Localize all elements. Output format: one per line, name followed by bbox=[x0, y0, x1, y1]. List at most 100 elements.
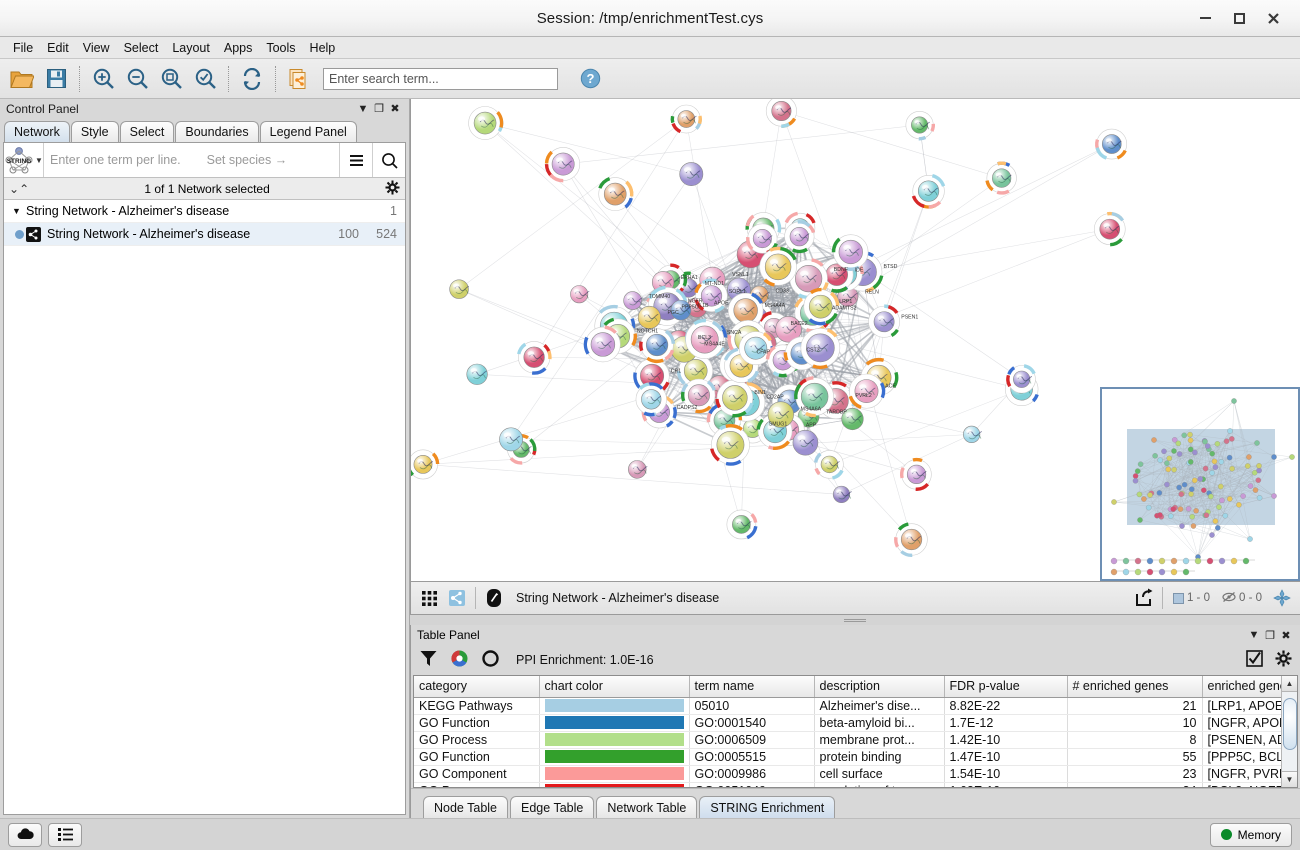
scroll-thumb[interactable] bbox=[1282, 698, 1297, 750]
eye-off-icon bbox=[1222, 591, 1236, 606]
network-thumb-icon[interactable] bbox=[443, 585, 471, 611]
task-list-icon[interactable] bbox=[48, 822, 82, 847]
menu-apps[interactable]: Apps bbox=[223, 40, 253, 55]
menu-view[interactable]: View bbox=[82, 40, 110, 55]
tab-legend-panel[interactable]: Legend Panel bbox=[259, 121, 357, 142]
tab-style[interactable]: Style bbox=[70, 121, 119, 142]
network-tree: ▼ String Network - Alzheimer's disease 1 bbox=[4, 200, 405, 814]
table-row[interactable]: GO Component GO:0009986 cell surface 1.54E-… bbox=[414, 765, 1281, 783]
gear-icon[interactable] bbox=[1275, 650, 1292, 670]
grid-layout-icon[interactable] bbox=[415, 585, 443, 611]
selected-nodes-indicator[interactable]: 1 - 0 bbox=[1167, 592, 1216, 604]
cloud-icon[interactable] bbox=[8, 822, 42, 847]
col-enriched-gene-count[interactable]: # enriched genes bbox=[1067, 676, 1203, 698]
zoom-fit-icon[interactable] bbox=[155, 63, 187, 95]
table-chevron-down-icon[interactable]: ▼ bbox=[1248, 629, 1260, 641]
svg-text:NGFR: NGFR bbox=[688, 298, 703, 304]
network-tree-root-row[interactable]: ▼ String Network - Alzheimer's disease 1 bbox=[4, 200, 405, 223]
enrichment-table-scroll[interactable]: category chart color term name descripti… bbox=[414, 676, 1281, 787]
table-float-icon[interactable]: ❐ bbox=[1265, 629, 1275, 642]
scroll-up-icon[interactable]: ▲ bbox=[1281, 676, 1297, 692]
search-icon[interactable] bbox=[372, 143, 405, 177]
close-panel-icon[interactable]: ✖ bbox=[390, 103, 400, 115]
table-row[interactable]: GO Function GO:0005515 protein binding 1.47… bbox=[414, 748, 1281, 766]
cell-chart-color bbox=[539, 714, 690, 732]
menu-edit[interactable]: Edit bbox=[47, 40, 69, 55]
cell-chart-color bbox=[539, 697, 690, 715]
network-tree-item[interactable]: String Network - Alzheimer's disease 100… bbox=[4, 223, 405, 246]
string-dropdown-caret-icon[interactable]: ▼ bbox=[35, 155, 43, 165]
zoom-selected-icon[interactable] bbox=[189, 63, 221, 95]
expand-all-icon[interactable]: ⌃ bbox=[19, 181, 30, 196]
string-term-input[interactable]: Enter one term per line. Set species → bbox=[44, 143, 339, 177]
table-bottom-tabs: Node Table Edge Table Network Table STRI… bbox=[411, 788, 1300, 818]
col-chart-color[interactable]: chart color bbox=[539, 676, 690, 698]
memory-label: Memory bbox=[1237, 827, 1281, 842]
panel-splitter[interactable] bbox=[410, 615, 1300, 625]
tab-edge-table[interactable]: Edge Table bbox=[510, 796, 595, 818]
cell-category: GO Process bbox=[414, 731, 540, 749]
table-row[interactable]: GO Process GO:0006509 membrane prot... 1.42… bbox=[414, 731, 1281, 749]
svg-text:ACE: ACE bbox=[885, 384, 896, 390]
search-input[interactable]: Enter search term... bbox=[323, 67, 558, 90]
table-close-icon[interactable]: ✖ bbox=[1281, 629, 1291, 642]
window-controls bbox=[1188, 4, 1300, 32]
save-icon[interactable] bbox=[40, 63, 72, 95]
tab-boundaries[interactable]: Boundaries bbox=[175, 121, 259, 142]
refresh-icon[interactable] bbox=[236, 63, 268, 95]
svg-text:BCL3: BCL3 bbox=[698, 335, 711, 341]
menu-file[interactable]: File bbox=[13, 40, 34, 55]
col-term-name[interactable]: term name bbox=[689, 676, 815, 698]
birds-eye-overview[interactable] bbox=[1100, 387, 1300, 581]
zoom-out-icon[interactable] bbox=[121, 63, 153, 95]
menu-layout[interactable]: Layout bbox=[172, 40, 210, 55]
col-category[interactable]: category bbox=[414, 676, 540, 698]
zoom-in-icon[interactable] bbox=[87, 63, 119, 95]
help-icon[interactable]: ? bbox=[574, 63, 606, 95]
col-enriched-genes[interactable]: enriched genes bbox=[1202, 676, 1281, 698]
table-row[interactable]: KEGG Pathways 05010 Alzheimer's dise... 8.8… bbox=[414, 697, 1281, 715]
maximize-button[interactable] bbox=[1222, 4, 1256, 32]
network-settings-gear-icon[interactable] bbox=[385, 180, 400, 198]
filter-icon[interactable] bbox=[419, 649, 438, 671]
cell-fdr: 1.42E-10 bbox=[944, 731, 1068, 749]
close-button[interactable] bbox=[1256, 4, 1290, 32]
hidden-nodes-indicator[interactable]: 0 - 0 bbox=[1216, 591, 1268, 606]
chevron-down-icon[interactable]: ▼ bbox=[357, 102, 369, 115]
center-network-icon[interactable] bbox=[1268, 585, 1296, 611]
export-view-icon[interactable] bbox=[1130, 585, 1158, 611]
scroll-track[interactable] bbox=[1281, 692, 1297, 771]
tab-select[interactable]: Select bbox=[119, 121, 175, 142]
hamburger-icon[interactable] bbox=[339, 143, 372, 177]
collapse-all-icon[interactable]: ⌄ bbox=[9, 181, 20, 196]
tab-network[interactable]: Network bbox=[4, 121, 70, 142]
edit-network-name-icon[interactable] bbox=[480, 585, 508, 611]
cell-chart-color bbox=[539, 765, 690, 783]
menu-select[interactable]: Select bbox=[123, 40, 159, 55]
expand-triangle-icon[interactable]: ▼ bbox=[12, 206, 21, 216]
table-vertical-scrollbar[interactable]: ▲ ▼ bbox=[1281, 676, 1297, 787]
svg-text:STRING: STRING bbox=[7, 158, 32, 165]
ring-chart-icon[interactable] bbox=[481, 649, 500, 671]
export-network-icon[interactable] bbox=[283, 63, 315, 95]
table-row[interactable]: GO Process GO:0051049regulation of tra...… bbox=[414, 782, 1281, 787]
tab-node-table[interactable]: Node Table bbox=[423, 796, 509, 818]
memory-status-button[interactable]: Memory bbox=[1209, 822, 1292, 847]
tab-string-enrichment[interactable]: STRING Enrichment bbox=[699, 796, 836, 818]
network-view[interactable]: MT-ND1 VSNL1 ADAMTS2 PVRL2 TOMM40 SMUG1 RELN AP… bbox=[410, 99, 1300, 582]
string-logo-icon[interactable]: STRING ▼ bbox=[4, 143, 44, 177]
col-fdr-pvalue[interactable]: FDR p-value bbox=[944, 676, 1068, 698]
menu-help[interactable]: Help bbox=[309, 40, 336, 55]
open-folder-icon[interactable] bbox=[6, 63, 38, 95]
donut-chart-icon[interactable] bbox=[450, 649, 469, 671]
toolbar-separator-3 bbox=[275, 65, 276, 92]
table-row[interactable]: GO Function GO:0001540 beta-amyloid bi... 1… bbox=[414, 714, 1281, 732]
scroll-down-icon[interactable]: ▼ bbox=[1281, 771, 1297, 787]
minimize-button[interactable] bbox=[1188, 4, 1222, 32]
menu-tools[interactable]: Tools bbox=[266, 40, 296, 55]
float-panel-icon[interactable]: ❐ bbox=[374, 103, 384, 115]
col-description[interactable]: description bbox=[814, 676, 945, 698]
select-all-checkbox-icon[interactable] bbox=[1246, 650, 1263, 670]
tab-network-table[interactable]: Network Table bbox=[596, 796, 698, 818]
set-species-link[interactable]: Set species → bbox=[206, 153, 288, 167]
